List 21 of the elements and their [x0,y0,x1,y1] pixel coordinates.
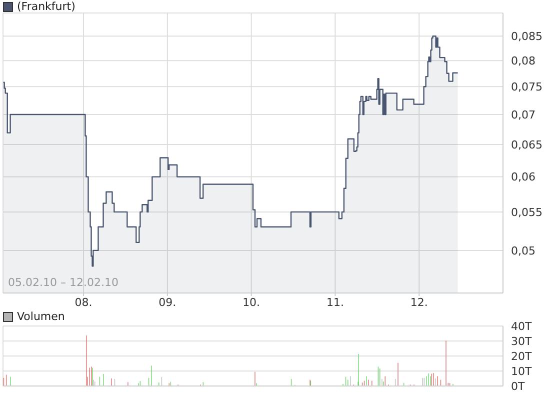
legend-label: Volumen [17,310,65,323]
y-tick-label: 0,085 [511,30,542,43]
x-tick-label: 11. [326,296,344,309]
y-tick-label: 0,075 [511,80,542,94]
y-tick-label: 40T [511,320,532,333]
y-tick-label: 0,08 [511,54,536,68]
x-tick-label: 12. [410,296,428,309]
y-tick-label: 0,055 [511,206,542,219]
y-tick-label: 0,06 [511,170,536,184]
annotation: 05.02.10 – 12.02.10 [8,276,118,289]
y-tick-label: 30T [511,334,532,348]
y-tick-label: 0T [511,380,525,393]
legend-label: (Frankfurt) [17,0,76,13]
y-tick-label: 0,05 [511,244,536,258]
y-tick-label: 20T [511,350,532,363]
y-tick-label: 0,07 [511,108,536,122]
x-tick-label: 08. [74,296,92,309]
x-tick-label: 10. [242,296,260,309]
y-tick-label: 0,065 [511,138,542,152]
y-tick-label: 10T [511,364,532,378]
x-tick-label: 09. [158,296,176,309]
